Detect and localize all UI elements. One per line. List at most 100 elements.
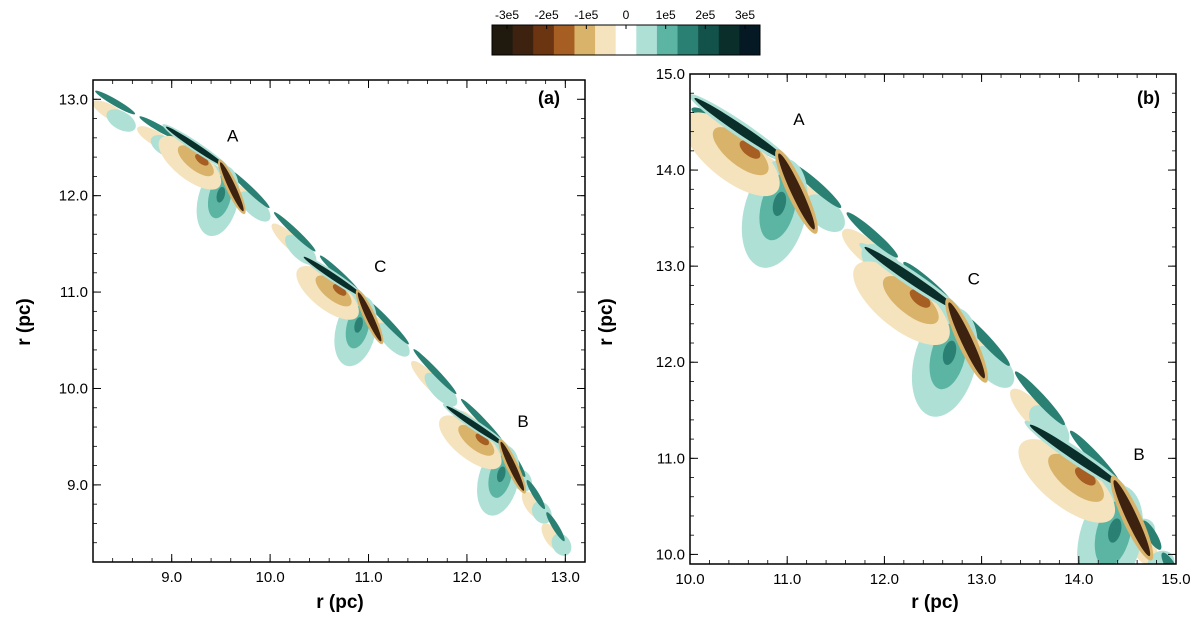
- tan-lobe-peak: [739, 140, 761, 159]
- colorbar-cell: [698, 25, 720, 55]
- tan-lobe-peak: [195, 153, 209, 166]
- shell-segment-teal: [106, 109, 136, 132]
- x-tick-label: 15.0: [1161, 571, 1190, 588]
- colorbar-tick-label: -2e5: [535, 8, 559, 22]
- colorbar-cell: [739, 25, 761, 55]
- tan-lobe-peak: [332, 283, 347, 296]
- panel-a-ylabel: r (pc): [14, 298, 35, 346]
- teal-lobe-peak: [354, 317, 363, 333]
- x-tick-label: 12.0: [870, 571, 899, 588]
- tan-lobe-core: [315, 275, 352, 307]
- shell-segment-ridge: [1161, 552, 1176, 564]
- panel-a-ticks: 9.0 10.0 11.0 12.0 13.0 9.0 10.0 11.0 12.0 13.0: [59, 79, 586, 586]
- colorbar-tick-label: 2e5: [695, 8, 715, 22]
- colorbar: -3e5 -2e5 -1e5 0 1e5 2e5 3e5: [491, 8, 761, 56]
- x-tick-label: 11.0: [354, 569, 382, 586]
- shell-segment-ridge: [228, 168, 270, 209]
- shell-segment-ridge: [1014, 371, 1065, 426]
- panel-a-field: [93, 90, 572, 556]
- x-tick-label: 12.0: [452, 569, 481, 586]
- front-dark: [357, 292, 382, 342]
- panel-b-ticks: 10.0 11.0 12.0 13.0 14.0 15.0 10.0 11.0 12.0 13.0…: [656, 66, 1191, 588]
- shell-segment-teal: [551, 533, 572, 556]
- front-dark: [1113, 480, 1151, 557]
- front-dark: [948, 302, 985, 379]
- ridge-dark: [165, 126, 226, 167]
- y-tick-label: 12.0: [656, 354, 685, 371]
- front-dark: [778, 153, 815, 230]
- front-dark: [500, 441, 525, 491]
- tan-lobe-core: [712, 127, 769, 176]
- annotation-b: B: [517, 412, 528, 431]
- teal-lobe-peak: [496, 466, 506, 483]
- colorbar-cell: [492, 25, 514, 55]
- tan-lobe-core: [458, 424, 495, 456]
- shell-segment-ridge: [413, 349, 457, 395]
- colorbar-tick-label: 1e5: [656, 8, 676, 22]
- shell-segment-teal: [531, 501, 552, 524]
- x-tick-label: 10.0: [256, 569, 285, 586]
- tan-lobe-peak: [475, 433, 489, 446]
- x-tick-label: 10.0: [675, 571, 704, 588]
- panel-b-xlabel: r (pc): [911, 592, 959, 613]
- panel-b-contours: [690, 94, 1176, 564]
- teal-lobe-peak: [216, 186, 226, 203]
- tan-lobe-peak: [909, 289, 931, 308]
- shell-segment-ridge: [139, 116, 180, 141]
- x-tick-label: 13.0: [551, 569, 580, 586]
- shell-segment-ridge: [273, 212, 316, 252]
- x-tick-label: 14.0: [1064, 571, 1093, 588]
- colorbar-tick-label: 0: [623, 8, 630, 22]
- panel-a-frame: [92, 79, 586, 563]
- y-tick-label: 13.0: [59, 91, 88, 108]
- shell-segment-ridge: [546, 512, 565, 542]
- shell-segment-teal: [239, 191, 271, 222]
- x-tick-label: 13.0: [967, 571, 996, 588]
- ridge-dark: [864, 246, 958, 310]
- panel-b-annotations: A C B: [793, 110, 1145, 464]
- y-tick-label: 13.0: [656, 258, 685, 275]
- tan-lobe-core: [882, 276, 939, 325]
- front-dark: [219, 162, 244, 212]
- shell-segment-ridge: [846, 212, 898, 258]
- tan-lobe-core: [177, 145, 214, 177]
- colorbar-cell: [636, 25, 658, 55]
- panel-b-frame: [689, 73, 1177, 565]
- y-tick-label: 14.0: [656, 162, 685, 179]
- teal-lobe-peak: [1108, 518, 1122, 543]
- y-tick-label: 15.0: [656, 66, 685, 83]
- colorbar-cell: [615, 25, 637, 55]
- colorbar-cell: [553, 25, 575, 55]
- panel-a-label: (a): [538, 88, 560, 108]
- annotation-c: C: [968, 269, 980, 288]
- panel-b-ylabel: r (pc): [596, 298, 617, 346]
- ridge-dark: [1029, 424, 1123, 488]
- panel-a: 9.0 10.0 11.0 12.0 13.0 9.0 10.0 11.0 12.0 13.0 (…: [14, 79, 586, 613]
- shell-segment-teal: [377, 322, 410, 357]
- panel-a-contours: [93, 90, 572, 556]
- teal-lobe-peak: [942, 340, 957, 365]
- colorbar-cell: [574, 25, 596, 55]
- ridge-dark: [303, 256, 364, 298]
- y-tick-label: 11.0: [60, 284, 88, 301]
- colorbar-tick-label: -1e5: [574, 8, 598, 22]
- colorbar-cell: [595, 25, 617, 55]
- tan-lobe-peak: [1074, 467, 1096, 486]
- x-tick-label: 9.0: [161, 569, 182, 586]
- panel-a-xlabel: r (pc): [316, 592, 364, 613]
- colorbar-tick-label: 3e5: [735, 8, 755, 22]
- shell-segment-teal: [974, 345, 1015, 388]
- y-tick-label: 12.0: [59, 188, 88, 205]
- colorbar-cell: [656, 25, 679, 55]
- ridge-dark: [694, 97, 787, 161]
- teal-lobe-peak: [772, 191, 787, 216]
- y-tick-label: 9.0: [67, 477, 88, 494]
- colorbar-cells: [492, 25, 761, 55]
- y-tick-label: 10.0: [656, 546, 685, 563]
- panel-b: 10.0 11.0 12.0 13.0 14.0 15.0 10.0 11.0 12.0 13.0…: [596, 66, 1191, 613]
- colorbar-cell: [512, 25, 534, 55]
- annotation-a: A: [227, 127, 239, 146]
- colorbar-cell: [718, 25, 740, 55]
- colorbar-cell: [533, 25, 555, 55]
- panel-a-annotations: A C B: [227, 127, 529, 431]
